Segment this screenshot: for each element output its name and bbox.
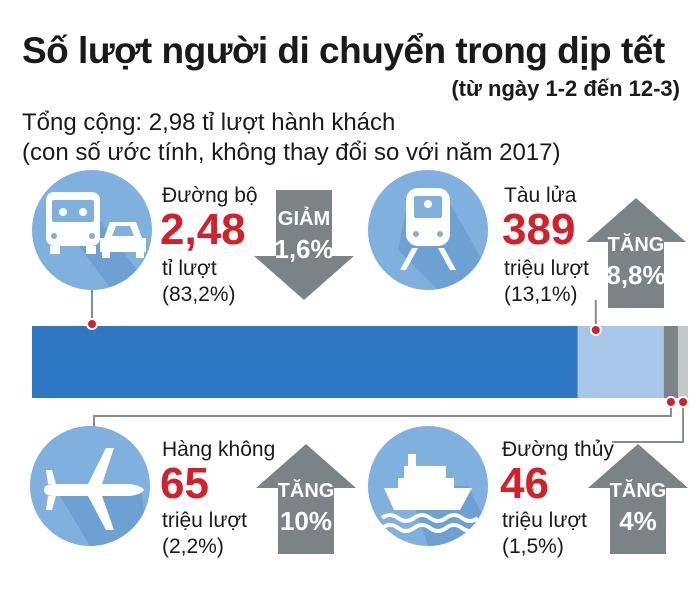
air-unit: triệu lượt	[162, 509, 248, 532]
road-marker	[86, 318, 98, 330]
road-bar-segment	[32, 326, 578, 398]
water-bar-segment	[678, 326, 688, 398]
road-category: Đường bộ	[162, 184, 258, 207]
air-marker	[664, 396, 677, 408]
ship-icon	[380, 454, 488, 546]
rail-marker	[589, 324, 602, 336]
water-change-label: TĂNG	[609, 480, 667, 502]
water-value: 46	[500, 459, 549, 508]
rail-icon-circle	[368, 170, 488, 290]
rail-share: (13,1%)	[504, 283, 578, 306]
rail-bar-segment	[577, 326, 664, 398]
chart-subtitle: (từ ngày 1-2 đến 12-3)	[451, 76, 680, 101]
air-bar-segment	[663, 326, 679, 398]
air-change-label: TĂNG	[277, 480, 335, 502]
road-unit: tỉ lượt	[162, 257, 217, 280]
airplane-icon	[44, 448, 150, 546]
train-icon	[398, 188, 488, 290]
rail-change-label: TĂNG	[607, 234, 665, 256]
arrow-up-icon	[256, 444, 356, 554]
rail-unit: triệu lượt	[504, 257, 590, 280]
road-value: 2,48	[160, 205, 246, 254]
air-share: (2,2%)	[162, 535, 224, 558]
road-change-label: GIẢM	[277, 208, 331, 230]
air-change-value: 10%	[279, 506, 333, 536]
water-change-arrow: TĂNG 4%	[588, 444, 688, 554]
water-category: Đường thủy	[502, 438, 614, 461]
road-icon-circle	[32, 170, 152, 290]
chart-title: Số lượt người di chuyển trong dịp tết	[22, 30, 665, 71]
arrow-up-icon	[588, 444, 688, 554]
water-marker	[677, 396, 690, 408]
bus-car-icon	[46, 192, 152, 290]
water-icon-circle	[368, 426, 488, 546]
water-share: (1,5%)	[502, 535, 564, 558]
air-value: 65	[160, 459, 209, 508]
road-change-arrow: GIẢM 1,6%	[254, 190, 354, 300]
arrow-down-icon	[254, 190, 354, 300]
road-share: (83,2%)	[162, 283, 236, 306]
air-change-arrow: TĂNG 10%	[256, 444, 356, 554]
air-icon-circle	[30, 426, 150, 546]
water-change-value: 4%	[619, 506, 657, 536]
summary-note: (con số ước tính, không thay đổi so với …	[22, 139, 561, 166]
air-connector	[93, 402, 672, 430]
arrow-up-icon	[586, 198, 686, 308]
water-connector	[612, 402, 685, 443]
water-unit: triệu lượt	[502, 509, 588, 532]
air-category: Hàng không	[162, 438, 276, 461]
rail-value: 389	[502, 205, 576, 254]
summary: Tổng cộng: 2,98 tỉ lượt hành khách (con …	[22, 108, 561, 168]
rail-category: Tàu lửa	[504, 184, 577, 207]
rail-change-arrow: TĂNG 8,8%	[586, 198, 686, 308]
rail-change-value: 8,8%	[606, 260, 666, 290]
road-change-value: 1,6%	[274, 234, 334, 264]
summary-total: Tổng cộng: 2,98 tỉ lượt hành khách	[22, 109, 396, 136]
